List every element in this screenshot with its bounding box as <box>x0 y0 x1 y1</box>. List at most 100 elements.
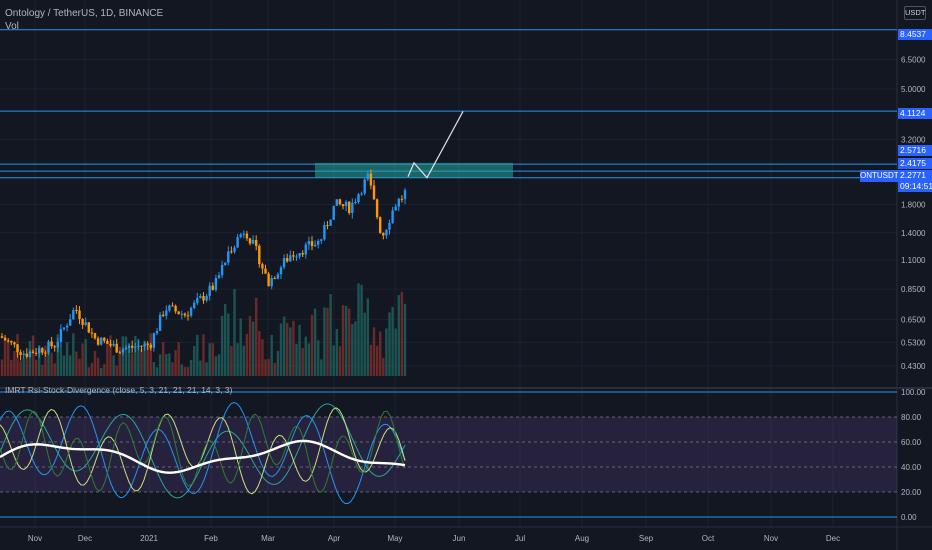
volume-bar-3 <box>10 359 13 376</box>
candle-body-54 <box>168 305 171 311</box>
volume-bar-128 <box>397 295 400 376</box>
volume-bar-24 <box>75 351 78 376</box>
volume-bar-91 <box>282 316 286 376</box>
candle-body-45 <box>140 345 143 347</box>
volume-bar-6 <box>19 361 22 376</box>
volume-bar-88 <box>273 362 276 376</box>
candlesticks <box>0 169 407 361</box>
candle-body-67 <box>208 285 211 296</box>
volume-bar-67 <box>208 343 211 376</box>
candle-body-71 <box>220 265 224 276</box>
volume-bar-117 <box>363 312 366 376</box>
volume-bar-83 <box>258 331 261 376</box>
volume-bar-71 <box>220 315 224 376</box>
volume-bar-70 <box>217 354 221 376</box>
candle-body-107 <box>332 205 335 220</box>
osc-line-1 <box>0 401 406 505</box>
volume-bar-62 <box>193 346 196 376</box>
symbol-title[interactable]: Ontology / TetherUS, 1D, BINANCE <box>5 8 164 19</box>
volume-bar-17 <box>53 363 56 376</box>
time-tick-3: Feb <box>204 534 218 543</box>
volume-bar-14 <box>44 345 47 376</box>
candle-body-111 <box>344 201 348 207</box>
price-axis[interactable]: 6.5000 5.0000 3.2000 1.8000 1.4000 1.1000 0.85… <box>901 55 926 522</box>
candle-body-27 <box>84 322 87 325</box>
volume-bar-84 <box>261 339 264 376</box>
volume-bar-130 <box>403 303 407 376</box>
candle-body-113 <box>351 202 354 214</box>
candle-body-1 <box>3 337 7 341</box>
candle-body-88 <box>273 278 276 280</box>
price-tick-3: 1.8000 <box>901 200 926 209</box>
volume-bar-52 <box>162 342 165 376</box>
volume-bar-69 <box>214 356 218 376</box>
volume-bar-102 <box>317 340 320 376</box>
candle-body-62 <box>193 302 196 308</box>
time-tick-6: May <box>387 534 402 543</box>
volume-bar-97 <box>301 347 304 376</box>
volume-bar-77 <box>239 318 242 376</box>
candle-body-91 <box>282 258 286 268</box>
candle-body-0 <box>0 336 4 338</box>
volume-bar-95 <box>295 343 298 376</box>
volume-bar-96 <box>298 325 301 376</box>
volume-bar-53 <box>165 354 168 376</box>
volume-bar-80 <box>248 315 252 376</box>
volume-bar-79 <box>245 333 249 376</box>
candle-body-90 <box>279 267 283 275</box>
projection-path <box>407 111 464 179</box>
candle-body-95 <box>295 256 298 258</box>
resistance-zone <box>315 162 513 178</box>
candle-body-103 <box>320 239 323 241</box>
volume-bar-35 <box>109 335 112 376</box>
candle-body-99 <box>307 241 311 245</box>
time-axis[interactable]: Nov Dec 2021 Feb Mar Apr May Jun Jul Aug Sep Oct Nov… <box>28 534 840 543</box>
volume-bar-113 <box>351 324 354 376</box>
volume-bar-33 <box>103 364 106 376</box>
volume-legend[interactable]: Vol <box>5 21 19 32</box>
candle-body-29 <box>90 332 94 334</box>
candle-body-89 <box>276 274 280 279</box>
candle-body-15 <box>47 341 50 353</box>
volume-bar-118 <box>366 298 369 376</box>
candle-body-109 <box>338 199 342 205</box>
volume-bar-26 <box>81 343 84 376</box>
volume-bar-22 <box>69 355 72 376</box>
candle-body-8 <box>25 353 28 357</box>
osc-tick-4: 20.00 <box>901 488 922 497</box>
candle-body-104 <box>323 225 326 240</box>
osc-tick-2: 60.00 <box>901 438 922 447</box>
volume-bar-20 <box>62 355 66 376</box>
indicator-legend[interactable]: IMRT Rsi-Stock-Divergence (close, 5, 3, … <box>5 385 233 395</box>
volume-bar-40 <box>124 336 128 376</box>
candle-body-2 <box>7 340 10 342</box>
candle-body-83 <box>258 245 261 265</box>
candle-body-28 <box>87 322 90 333</box>
volume-bar-120 <box>372 327 376 376</box>
volume-bar-11 <box>34 359 38 376</box>
candle-body-124 <box>385 229 388 236</box>
candle-body-17 <box>53 346 56 348</box>
volume-bar-32 <box>100 367 103 376</box>
candle-body-23 <box>72 309 75 320</box>
volume-bar-18 <box>56 334 59 376</box>
candle-body-85 <box>264 268 267 274</box>
currency-badge[interactable]: USDT <box>904 6 926 20</box>
volume-bar-107 <box>332 345 335 376</box>
candle-body-14 <box>44 352 47 354</box>
candle-body-81 <box>251 240 255 244</box>
osc-band <box>0 417 897 492</box>
candle-body-110 <box>341 204 345 207</box>
price-tick-2: 3.2000 <box>901 135 926 144</box>
time-tick-8: Jul <box>515 534 525 543</box>
time-tick-2: 2021 <box>140 534 158 543</box>
volume-bar-43 <box>134 335 137 376</box>
candle-body-112 <box>348 201 351 214</box>
time-tick-9: Aug <box>575 534 589 543</box>
candle-body-22 <box>69 319 72 326</box>
candle-body-5 <box>16 344 19 353</box>
candle-body-7 <box>22 353 25 355</box>
candle-body-34 <box>106 340 109 344</box>
volume-bar-41 <box>127 344 131 376</box>
